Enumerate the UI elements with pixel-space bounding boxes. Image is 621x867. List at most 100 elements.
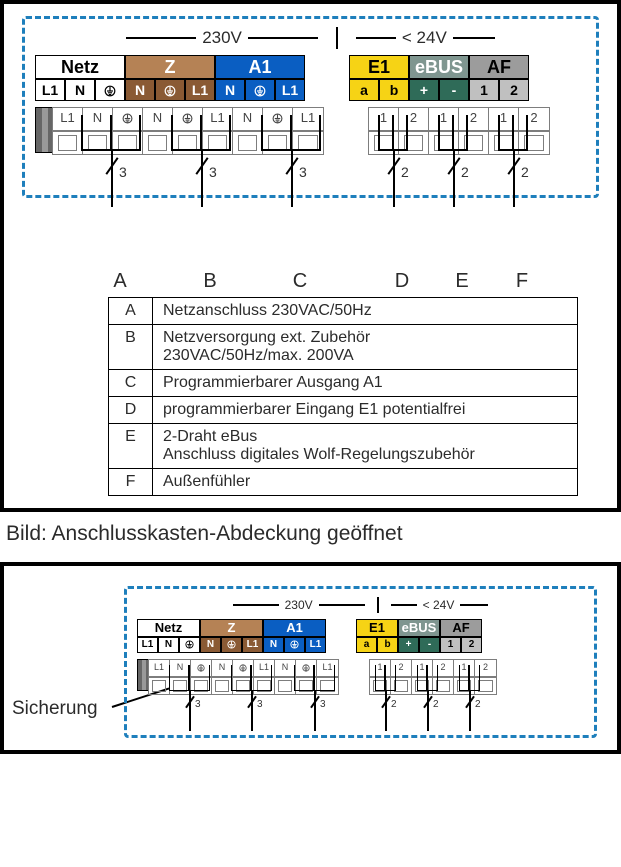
terminal-dashed-box-2: 230V < 24V NetzL1NZNL1A1NL1 E1abeBUS+-AF… <box>124 586 597 738</box>
pin: a <box>356 637 377 653</box>
legend-row: BNetzversorgung ext. Zubehör230VAC/50Hz/… <box>109 325 578 370</box>
voltage-left: 230V <box>202 28 242 48</box>
connector-z: ZN L1 <box>200 619 263 653</box>
pin: L1 <box>242 637 263 653</box>
pin <box>95 79 125 101</box>
pin: b <box>379 79 409 101</box>
pin: N <box>200 637 221 653</box>
legend-row: ANetzanschluss 230VAC/50Hz <box>109 298 578 325</box>
cable-label-B: B <box>200 270 220 293</box>
pin: + <box>398 637 419 653</box>
connector-ebus-label: eBUS <box>398 619 440 637</box>
terminal-slot <box>149 678 170 694</box>
legend-table: ANetzanschluss 230VAC/50HzBNetzversorgun… <box>108 297 578 496</box>
connector-netz: NetzL1N <box>35 55 125 101</box>
connector-ebus: eBUS+- <box>398 619 440 653</box>
terminal-slot <box>233 132 263 154</box>
terminal: N <box>212 660 233 676</box>
legend-value: Netzversorgung ext. Zubehör230VAC/50Hz/m… <box>153 325 578 370</box>
pin: - <box>439 79 469 101</box>
cable-label-F: F <box>512 270 532 293</box>
cable-labels: ABCDEF <box>22 270 599 293</box>
connector-e1-label: E1 <box>349 55 409 79</box>
legend-key: D <box>109 397 153 424</box>
pin: b <box>377 637 398 653</box>
pin: a <box>349 79 379 101</box>
pin <box>221 637 242 653</box>
connector-a1-label: A1 <box>215 55 305 79</box>
connector-af-label: AF <box>469 55 529 79</box>
pin: + <box>409 79 439 101</box>
header-row: NetzL1NZNL1A1NL1 E1abeBUS+-AF12 <box>35 55 586 101</box>
pin: 1 <box>469 79 499 101</box>
legend-row: E2-Draht eBusAnschluss digitales Wolf-Re… <box>109 424 578 469</box>
cable-label-E: E <box>452 270 472 293</box>
connector-af: AF12 <box>469 55 529 101</box>
connector-a1-label: A1 <box>263 619 326 637</box>
legend-value: Netzanschluss 230VAC/50Hz <box>153 298 578 325</box>
pin: L1 <box>275 79 305 101</box>
legend-key: F <box>109 469 153 496</box>
pin: L1 <box>185 79 215 101</box>
legend-key: E <box>109 424 153 469</box>
connector-a1: A1N L1 <box>215 55 305 101</box>
connector-netz: NetzL1N <box>137 619 200 653</box>
pin: N <box>125 79 155 101</box>
figure-2-frame: Sicherung 230V < 24V NetzL1NZNL1A1NL1 E1… <box>0 562 621 754</box>
terminal: L1 <box>149 660 170 676</box>
legend-key: C <box>109 370 153 397</box>
pin: N <box>263 637 284 653</box>
legend-value: programmierbarer Eingang E1 potentialfre… <box>153 397 578 424</box>
pin <box>245 79 275 101</box>
pin <box>155 79 185 101</box>
terminal-slot <box>212 678 233 694</box>
connector-z-label: Z <box>200 619 263 637</box>
connector-ebus-label: eBUS <box>409 55 469 79</box>
pin <box>284 637 305 653</box>
connector-e1: E1ab <box>349 55 409 101</box>
pin: L1 <box>35 79 65 101</box>
connector-af-label: AF <box>440 619 482 637</box>
terminal: N <box>233 108 263 130</box>
legend-key: B <box>109 325 153 370</box>
legend-value: Außenfühler <box>153 469 578 496</box>
terminal-dashed-box: 230V < 24V NetzL1NZNL1A1NL1 E1abeBUS+-AF… <box>22 16 599 198</box>
pin <box>179 637 200 653</box>
terminal: N <box>143 108 173 130</box>
header-row-2: NetzL1NZNL1A1NL1 E1abeBUS+-AF12 <box>137 619 584 653</box>
connector-a1: A1N L1 <box>263 619 326 653</box>
pin: - <box>419 637 440 653</box>
pin: L1 <box>137 637 158 653</box>
legend-value: Programmierbarer Ausgang A1 <box>153 370 578 397</box>
connector-af: AF12 <box>440 619 482 653</box>
pin: 2 <box>461 637 482 653</box>
voltage-row-2: 230V < 24V <box>137 597 584 613</box>
terminal: N <box>275 660 296 676</box>
terminal-slot <box>143 132 173 154</box>
terminal-slot <box>275 678 296 694</box>
pin: L1 <box>305 637 326 653</box>
cable-label-A: A <box>110 270 130 293</box>
connector-z: ZN L1 <box>125 55 215 101</box>
fuse-icon <box>35 107 53 153</box>
legend-value: 2-Draht eBusAnschluss digitales Wolf-Reg… <box>153 424 578 469</box>
connector-netz-label: Netz <box>35 55 125 79</box>
voltage-row: 230V < 24V <box>35 27 586 49</box>
terminal-slot <box>53 132 83 154</box>
pin: N <box>215 79 245 101</box>
sicherung-label: Sicherung <box>12 698 98 720</box>
pin: N <box>158 637 179 653</box>
connector-e1-label: E1 <box>356 619 398 637</box>
pin: 2 <box>499 79 529 101</box>
pin: N <box>65 79 95 101</box>
terminal: L1 <box>53 108 83 130</box>
figure-1-frame: 230V < 24V NetzL1NZNL1A1NL1 E1abeBUS+-AF… <box>0 0 621 512</box>
legend-row: FAußenfühler <box>109 469 578 496</box>
connector-z-label: Z <box>125 55 215 79</box>
pin: 1 <box>440 637 461 653</box>
connector-e1: E1ab <box>356 619 398 653</box>
connector-netz-label: Netz <box>137 619 200 637</box>
legend-row: CProgrammierbarer Ausgang A1 <box>109 370 578 397</box>
figure-1-caption: Bild: Anschlusskasten-Abdeckung geöffnet <box>6 522 621 546</box>
cable-label-C: C <box>290 270 310 293</box>
